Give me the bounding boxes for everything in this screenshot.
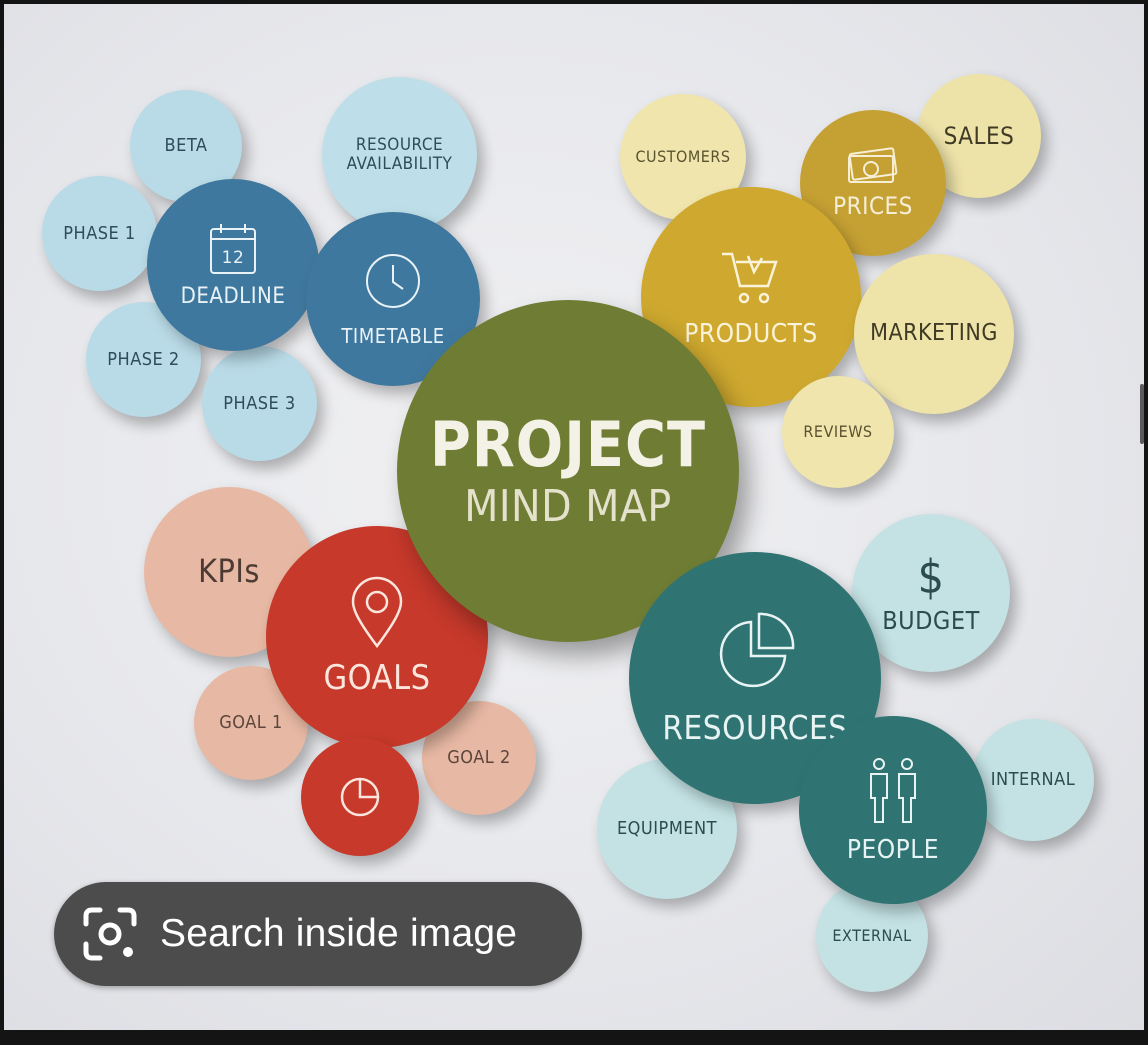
label-beta: BETA — [164, 135, 208, 157]
shopping-cart-icon — [722, 252, 778, 303]
bubble-goals-chart — [301, 738, 419, 856]
label-phase-3: PHASE 3 — [223, 392, 296, 414]
label-resource-availability: RESOURCE AVAILABILITY — [346, 134, 453, 174]
clock-icon — [366, 254, 420, 308]
bubble-phase-1: PHASE 1 — [42, 176, 157, 291]
label-resources: RESOURCES — [662, 707, 848, 747]
label-products: PRODUCTS — [684, 318, 818, 349]
bubble-internal: INTERNAL — [972, 719, 1094, 841]
label-goal-1: GOAL 1 — [219, 712, 283, 734]
label-deadline: DEADLINE — [180, 283, 286, 309]
calendar-day-number: 12 — [222, 248, 245, 268]
bottom-border — [4, 1030, 1144, 1045]
bubble-reviews: REVIEWS — [782, 376, 894, 488]
label-goals: GOALS — [323, 658, 431, 699]
money-icon — [848, 147, 898, 183]
label-equipment: EQUIPMENT — [616, 818, 718, 840]
people-icon — [870, 757, 916, 823]
bubble-people: PEOPLE — [799, 716, 987, 904]
bubble-goals: GOALS — [266, 526, 488, 748]
bubble-deadline: 12 DEADLINE — [147, 179, 319, 351]
center-title: PROJECT — [429, 407, 707, 481]
label-people: PEOPLE — [846, 834, 940, 865]
dollar-icon: $ — [917, 549, 945, 604]
search-inside-image-button[interactable]: Search inside image — [54, 882, 582, 986]
search-inside-image-label: Search inside image — [160, 912, 518, 955]
scrollbar-thumb[interactable] — [1140, 384, 1144, 444]
label-phase-1: PHASE 1 — [63, 222, 136, 244]
location-pin-icon — [351, 577, 403, 649]
label-sales: SALES — [943, 121, 1015, 150]
image-canvas: BETA RESOURCE AVAILABILITY PHASE 1 PHASE… — [4, 4, 1144, 1030]
pie-chart-icon — [719, 612, 795, 687]
bubble-resource-availability: RESOURCE AVAILABILITY — [322, 77, 477, 232]
label-prices: PRICES — [833, 191, 913, 220]
label-kpis: KPIs — [198, 552, 260, 591]
bubble-phase-3: PHASE 3 — [202, 346, 317, 461]
pie-chart-icon — [340, 777, 380, 817]
bubble-marketing: MARKETING — [854, 254, 1014, 414]
label-internal: INTERNAL — [990, 769, 1076, 791]
bubble-budget: $ BUDGET — [852, 514, 1010, 672]
bubble-beta: BETA — [130, 90, 242, 202]
bubble-resources: RESOURCES — [629, 552, 881, 804]
label-marketing: MARKETING — [870, 320, 998, 347]
label-phase-2: PHASE 2 — [107, 348, 180, 370]
label-timetable: TIMETABLE — [341, 324, 445, 348]
lens-camera-icon — [83, 907, 137, 961]
calendar-icon: 12 — [210, 223, 256, 274]
label-reviews: REVIEWS — [803, 422, 873, 442]
center-subtitle: MIND MAP — [464, 480, 672, 532]
label-budget: BUDGET — [882, 605, 980, 635]
bubble-products: PRODUCTS — [641, 187, 861, 407]
label-goal-2: GOAL 2 — [447, 747, 511, 769]
label-external: EXTERNAL — [832, 926, 912, 946]
label-customers: CUSTOMERS — [635, 147, 731, 167]
